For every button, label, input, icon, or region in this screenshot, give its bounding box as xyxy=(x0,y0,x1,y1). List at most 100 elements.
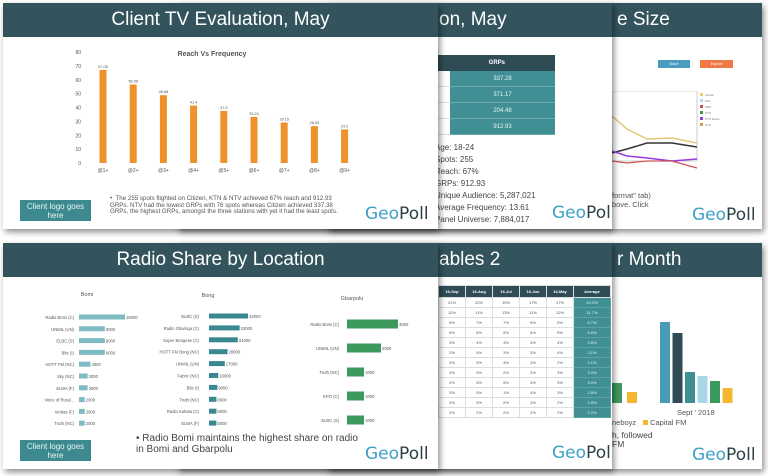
table-cell: 5% xyxy=(519,317,547,328)
slide-client-tv-evaluation[interactable]: Client TV Evaluation, May Reach Vs Frequ… xyxy=(3,3,438,229)
bar xyxy=(347,391,364,401)
stat-line: Reach: 67% xyxy=(435,167,479,176)
table-row: (C)2%2%2%2%2%2.2% xyxy=(418,407,611,418)
bar xyxy=(209,373,219,378)
table-cell: 5.0% xyxy=(573,327,611,338)
summary-text: h, followed FM xyxy=(612,430,653,449)
summary-note: • Radio Bomi maintains the highest share… xyxy=(136,433,358,455)
category-label: ELBC (S) xyxy=(181,314,199,319)
data-label: 1000 xyxy=(365,370,375,375)
radio-share-charts: Bomi Radio Bomi (C) 16000 UNMIL (UN) 9000 ELB… xyxy=(44,292,409,426)
table-cell: 3.0% xyxy=(573,377,611,388)
table-cell: 3% xyxy=(546,387,574,398)
bar xyxy=(190,105,198,163)
table-cell: 3.1% xyxy=(573,347,611,358)
campaign-stats: Age: 18-24 Spots: 255 Reach: 67% GRPs: 912.… xyxy=(435,142,536,226)
category-label: HOTT FM (NC) xyxy=(45,362,74,367)
bar xyxy=(79,420,85,426)
table-cell: 17% xyxy=(519,297,547,308)
geopoll-logo: GeoPoll xyxy=(552,203,612,223)
chart-title: Bong xyxy=(202,293,215,299)
table-cell: 12% xyxy=(546,307,574,318)
legend-item-capital-fm: Capital FM xyxy=(643,418,686,427)
table-row: 912.93 xyxy=(417,119,555,135)
table-cell: 17% xyxy=(546,297,574,308)
bar xyxy=(697,376,708,403)
bar xyxy=(209,337,238,343)
stat-line: Average Frequency: 13.61 xyxy=(435,203,530,212)
share-table: 16-Sep 16-Aug 16-Jul 16-Jun 16-May Average 21%… xyxy=(417,285,611,418)
category-label: Radio Kakata (C) xyxy=(167,409,200,414)
data-label: 20000 xyxy=(229,350,241,355)
y-tick-label: 50 xyxy=(75,92,81,98)
bar xyxy=(627,392,637,403)
data-label: 48.88 xyxy=(159,90,169,94)
legend-swatch xyxy=(700,105,703,108)
x-tick-label: @2+ xyxy=(128,168,139,174)
geopoll-logo: GeoPoll xyxy=(365,444,429,464)
data-label: 8000 xyxy=(217,421,227,426)
data-label: 9000 xyxy=(106,350,116,355)
table-cell: 5% xyxy=(546,327,574,338)
table-cell: 3% xyxy=(438,397,466,408)
data-label: 42000 xyxy=(249,314,261,319)
table-cell: 3% xyxy=(519,397,547,408)
table-row: 3% 3% 1% 4% 3% 2.8% xyxy=(418,387,611,398)
table-row: 204.48 xyxy=(417,103,555,119)
summary-note: • The 255 spots flighted on Citizen, KTN… xyxy=(110,195,338,215)
instruction-text: format" tab) bove. Click xyxy=(612,191,651,209)
data-label: 3000 xyxy=(399,322,409,327)
data-label: 3000 xyxy=(89,374,99,379)
table-cell: 4% xyxy=(492,357,520,368)
data-label: 10000 xyxy=(219,374,231,379)
grps-cell: 337.28 xyxy=(450,71,555,87)
table-row: 21% 22% 19% 17% 17% 19.3% xyxy=(418,297,611,308)
table-cell: 2% xyxy=(546,407,574,418)
data-label: 24.2 xyxy=(341,124,348,128)
legend-label: NTV xyxy=(705,123,711,127)
category-label: Veritas (F) xyxy=(55,409,75,414)
category-label: Truth (NC) xyxy=(54,421,74,426)
data-label: 1000 xyxy=(365,394,375,399)
table-cell: 2% xyxy=(465,407,493,418)
grps-cell: 912.93 xyxy=(450,119,555,135)
table-row: 337.28 xyxy=(417,71,555,87)
bar xyxy=(250,116,258,163)
series-line-kbc xyxy=(612,160,698,169)
table-cell: 1% xyxy=(492,387,520,398)
y-tick-label: 70 xyxy=(75,64,81,70)
bar xyxy=(672,333,683,403)
table-cell: 2.8% xyxy=(573,387,611,398)
category-label: ELBC (S) xyxy=(321,418,339,423)
table-cell: 19.3% xyxy=(573,297,611,308)
series-line-ktn xyxy=(612,142,698,154)
category-label: HOTT FM Bong (NC) xyxy=(160,350,200,355)
legend-swatch xyxy=(700,117,703,120)
geopoll-logo: GeoPoll xyxy=(552,443,612,463)
client-logo-placeholder: Client logo goes here xyxy=(20,440,91,461)
table-cell: 19% xyxy=(492,297,520,308)
save-button[interactable]: Save xyxy=(658,60,690,68)
table-cell: 3% xyxy=(519,337,547,348)
x-tick-label: @8+ xyxy=(309,168,320,174)
table-cell: 3% xyxy=(465,367,493,378)
slide-title: on, May xyxy=(439,9,507,30)
y-tick-label: 80 xyxy=(75,50,81,56)
category-label: Super Bongese (C) xyxy=(163,338,199,343)
data-label: 8000 xyxy=(217,397,227,402)
table-row: 2% 3% 5% 3% 3% 3.0% xyxy=(418,377,611,388)
category-label: Radio Gbarnga (C) xyxy=(164,326,200,331)
table-cell: 13% xyxy=(492,307,520,318)
slide-title: Radio Share by Location xyxy=(3,243,438,277)
slide-radio-share-by-location[interactable]: Radio Share by Location Bomi Radio Bomi (… xyxy=(3,243,438,469)
bar xyxy=(209,408,217,414)
export-button[interactable]: Export xyxy=(700,60,733,68)
stat-line: Unique Audience: 5,287,021 xyxy=(435,191,536,200)
table-cell: 2% xyxy=(438,407,466,418)
monthly-bar-chart xyxy=(612,322,733,403)
table-cell: 22% xyxy=(465,297,493,308)
table-cell: 3.1% xyxy=(573,357,611,368)
grps-cell: 371.17 xyxy=(450,87,555,103)
x-tick-label: @7+ xyxy=(279,168,290,174)
category-label: ELWA (F) xyxy=(56,386,74,391)
